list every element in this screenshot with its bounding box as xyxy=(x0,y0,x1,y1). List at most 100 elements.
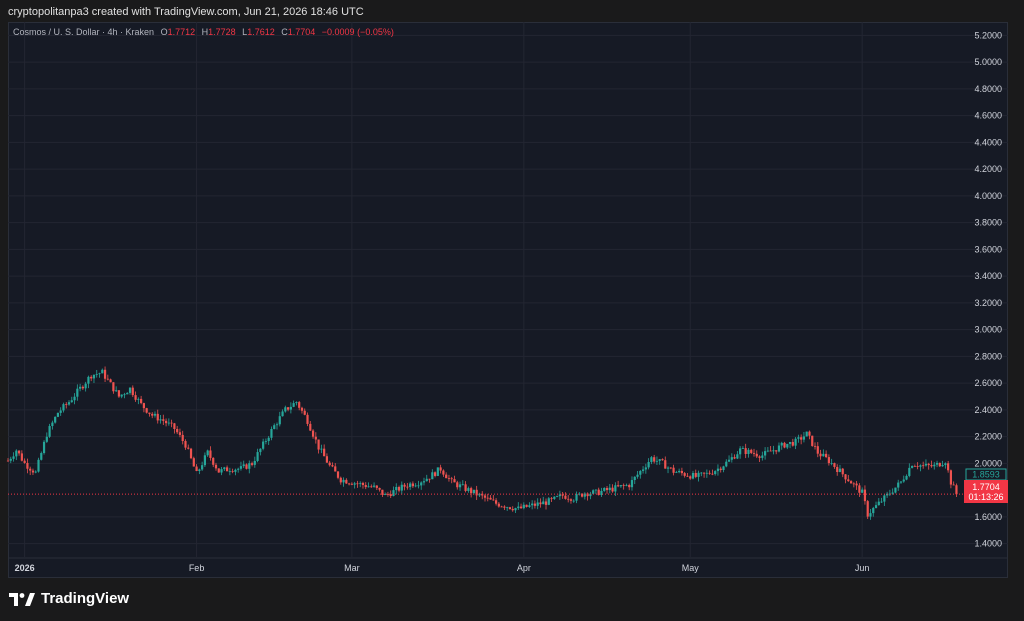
price-axis[interactable]: 5.2000 5.0000 4.8000 4.6000 4.4000 4.2000 4.00… xyxy=(974,30,1002,548)
candle-body xyxy=(420,482,423,486)
symbol-title[interactable]: Cosmos / U. S. Dollar · 4h · Kraken xyxy=(13,27,155,37)
candle-body xyxy=(813,445,817,447)
candle-body xyxy=(422,481,426,483)
candle-body xyxy=(880,501,883,503)
candle-body xyxy=(123,394,126,396)
candle-body xyxy=(592,490,595,494)
candle-body xyxy=(822,453,825,457)
candle-body xyxy=(15,450,18,457)
candle-body xyxy=(802,436,806,440)
candle-body xyxy=(608,487,611,491)
candle-body xyxy=(262,441,265,449)
candle-body xyxy=(453,479,456,483)
chart-pane[interactable] xyxy=(8,22,1008,578)
candle-body xyxy=(361,482,365,486)
candle-body xyxy=(503,506,506,508)
candle-body xyxy=(680,470,684,474)
candle-body xyxy=(486,497,489,499)
candle-body xyxy=(869,513,872,517)
candle-body xyxy=(827,457,830,464)
candle-body xyxy=(786,443,789,448)
candle-body xyxy=(600,490,603,496)
candle-body xyxy=(20,453,23,461)
candle-body xyxy=(633,476,636,481)
candle-body xyxy=(317,439,320,450)
candle-body xyxy=(808,431,811,436)
candle-body xyxy=(162,419,165,421)
candle-body xyxy=(239,466,243,469)
candle-body xyxy=(702,472,706,474)
candle-body xyxy=(508,507,512,510)
candle-body xyxy=(947,463,950,471)
candle-body xyxy=(214,464,218,469)
candle-body xyxy=(73,396,76,401)
candle-body xyxy=(686,475,689,477)
candle-body xyxy=(941,465,944,467)
time-axis[interactable]: 2026 Feb Mar Apr May Jun xyxy=(8,557,1008,573)
candle-body xyxy=(245,464,248,469)
candle-body xyxy=(256,452,259,461)
candle-body xyxy=(833,463,836,467)
tradingview-logo[interactable]: TradingView xyxy=(9,590,129,607)
candle-body xyxy=(619,485,622,487)
candle-body xyxy=(536,502,539,506)
candle-body xyxy=(234,469,237,472)
candle-body xyxy=(567,498,570,500)
candle-body xyxy=(489,497,492,500)
candle-body xyxy=(669,467,672,469)
candle-body xyxy=(697,472,700,477)
candle-body xyxy=(758,456,761,458)
candle-body xyxy=(134,395,137,400)
candle-body xyxy=(372,485,376,487)
candle-body xyxy=(727,459,731,462)
candle-body xyxy=(309,423,312,431)
candle-body xyxy=(439,467,442,471)
candle-body xyxy=(517,506,520,509)
candle-body xyxy=(386,493,390,495)
open-value: 1.7712 xyxy=(167,27,196,37)
marker-badge-value: 1.8593 xyxy=(972,470,1000,480)
candle-body xyxy=(650,457,653,463)
candle-body xyxy=(384,493,387,495)
candle-body xyxy=(442,470,445,475)
candle-body xyxy=(583,493,586,497)
candle-body xyxy=(195,466,198,472)
candle-body xyxy=(897,482,900,488)
candle-body xyxy=(151,413,154,416)
price-tick-label: 5.0000 xyxy=(974,57,1002,67)
candle-body xyxy=(284,407,287,412)
candle-body xyxy=(497,503,500,507)
candle-body xyxy=(647,462,650,468)
candle-body xyxy=(494,500,498,504)
candle-body xyxy=(916,466,919,467)
candle-body xyxy=(70,400,73,403)
candle-body xyxy=(899,481,903,483)
time-tick-label: Apr xyxy=(517,563,531,573)
candle-body xyxy=(79,386,82,389)
candle-body xyxy=(320,448,323,450)
price-tick-label: 3.6000 xyxy=(974,244,1002,254)
candle-body xyxy=(101,369,104,374)
candle-body xyxy=(483,495,487,498)
candle-body xyxy=(910,465,914,468)
candle-body xyxy=(830,463,833,464)
candle-body xyxy=(267,437,270,442)
candle-body xyxy=(625,484,628,486)
candle-body xyxy=(672,467,675,473)
candle-body xyxy=(938,462,941,467)
candle-body xyxy=(761,455,764,458)
high-value: 1.7728 xyxy=(208,27,236,37)
candle-body xyxy=(278,416,281,425)
price-tick-label: 2.2000 xyxy=(974,432,1002,442)
candle-body xyxy=(630,480,634,488)
candle-body xyxy=(189,448,193,459)
candle-body xyxy=(339,477,342,483)
candle-body xyxy=(323,448,326,457)
candle-body xyxy=(336,471,340,478)
candle-body xyxy=(250,463,254,465)
candle-body xyxy=(6,460,10,462)
candle-body xyxy=(51,422,54,427)
candle-body xyxy=(644,467,647,470)
chart-credit-header: cryptopolitanpa3 created with TradingVie… xyxy=(8,6,364,18)
